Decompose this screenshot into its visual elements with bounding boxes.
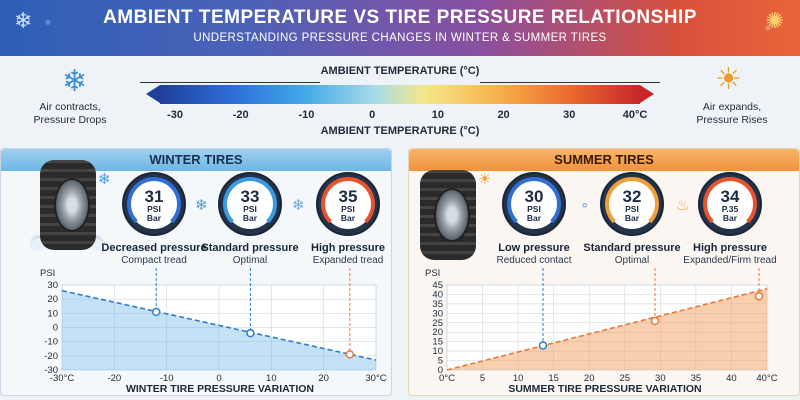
winter-y-tick: -20 <box>44 351 58 362</box>
scale-arrow-right <box>640 85 654 103</box>
winter-pressure-line <box>61 289 377 361</box>
sun-icon: ☀ <box>715 63 742 96</box>
scale-rule-left <box>140 82 320 83</box>
snowflake-icon: ❄ <box>195 197 208 214</box>
winter-x-tick: -10 <box>160 373 174 384</box>
winter-y-tick: -10 <box>44 337 58 348</box>
summer-x-tick: 30 <box>655 373 666 384</box>
winter-gauge-standard: 33 PSI Bar <box>218 172 282 236</box>
scale-tick: 40°C <box>622 109 648 121</box>
bubbles-icon: ∘ <box>580 197 590 214</box>
summer-data-marker <box>754 292 764 301</box>
summer-tire-image <box>420 170 476 260</box>
scale-label-top: AMBIENT TEMPERATURE (°C) <box>320 65 480 77</box>
summer-caption-standard: Standard pressure Optimal <box>583 242 681 266</box>
summer-x-tick: 0°C <box>439 373 455 384</box>
temperature-gradient-bar <box>160 85 640 104</box>
winter-x-tick: 20 <box>318 373 329 384</box>
winter-panel-title: WINTER TIRES <box>1 149 391 171</box>
scale-tick: 10 <box>431 109 444 121</box>
winter-data-marker <box>345 350 355 359</box>
summer-data-marker <box>650 316 660 326</box>
snowflake-icon: ❄ <box>62 65 88 98</box>
winter-y-tick: 10 <box>47 308 58 319</box>
summer-data-marker <box>538 341 548 350</box>
summer-y-tick: 5 <box>438 356 443 367</box>
summer-gauge-high: 34 P.35 Bar <box>698 172 762 236</box>
winter-y-tick: 20 <box>47 294 58 305</box>
winter-data-marker <box>151 307 161 317</box>
winter-gauge-low: 31 PSI Bar <box>122 172 186 236</box>
summer-chart-title: SUMMER TIRE PRESSURE VARIATION <box>508 383 702 395</box>
summer-x-tick: 5 <box>480 373 485 384</box>
scale-label-bottom: AMBIENT TEMPERATURE (°C) <box>320 125 480 137</box>
summer-y-tick: 35 <box>432 299 443 310</box>
summer-y-label: PSI <box>425 268 440 279</box>
winter-y-tick: 0 <box>53 323 58 334</box>
summer-x-tick: 40°C <box>756 373 777 384</box>
snowflake-icon: ❄ <box>98 171 111 188</box>
summer-y-tick: 15 <box>432 337 443 348</box>
winter-x-tick: 30°C <box>365 373 386 384</box>
summer-pressure-line <box>446 288 768 371</box>
scale-rule-right <box>480 82 660 83</box>
summer-x-tick: 15 <box>548 373 559 384</box>
winter-caption-standard: Standard pressure Optimal <box>201 242 299 266</box>
heat-icon: ♨ <box>676 197 690 214</box>
contracts-note: Air contracts, Pressure Drops <box>33 101 107 126</box>
winter-x-tick: 0 <box>216 373 221 384</box>
summer-x-tick: 35 <box>691 373 702 384</box>
summer-y-tick: 30 <box>432 308 443 319</box>
summer-caption-low: Low pressure Reduced contact <box>496 242 572 266</box>
expands-note: Air expands, Pressure Rises <box>696 101 768 126</box>
scale-tick: 20 <box>497 109 510 121</box>
summer-gauge-standard: 32 PSI Bar <box>600 172 664 236</box>
scale-arrow-left <box>146 85 160 103</box>
winter-data-marker <box>246 328 255 338</box>
summer-x-tick: 10 <box>513 373 524 384</box>
scale-tick: -20 <box>232 109 249 121</box>
summer-panel-title: SUMMER TIRES <box>409 149 799 171</box>
summer-y-tick: 40 <box>432 289 443 300</box>
scale-tick: 0 <box>369 109 376 121</box>
summer-x-tick: 40 <box>726 373 737 384</box>
winter-caption-low: Decreased pressure Compact tread <box>101 242 207 266</box>
winter-area-fill <box>62 290 376 370</box>
winter-gauge-high: 35 PSI Bar <box>316 172 380 236</box>
summer-y-tick: 10 <box>432 346 443 357</box>
summer-x-tick: 25 <box>619 373 630 384</box>
winter-tire-image <box>40 160 96 250</box>
header-banner: ❄ AMBIENT TEMPERATURE VS TIRE PRESSURE R… <box>0 0 800 56</box>
winter-y-tick: -30 <box>44 365 58 376</box>
summer-y-tick: 25 <box>432 318 443 329</box>
summer-y-tick: 20 <box>432 327 443 338</box>
scale-tick: 30 <box>563 109 576 121</box>
winter-y-label: PSI <box>40 268 55 279</box>
summer-y-tick: 0 <box>438 365 443 376</box>
scale-tick: -30 <box>167 109 183 121</box>
summer-caption-high: High pressure Expanded/Firm tread <box>683 242 777 266</box>
summer-gauge-low: 30 PSI Bar <box>502 172 566 236</box>
summer-y-tick: 45 <box>432 280 443 291</box>
winter-y-tick: 30 <box>47 280 58 291</box>
winter-caption-high: High pressure Expanded tread <box>311 242 385 266</box>
winter-x-tick: -20 <box>107 373 121 384</box>
snowflake-icon: ❄ <box>292 197 305 214</box>
winter-x-tick: 10 <box>266 373 277 384</box>
summer-x-tick: 20 <box>584 373 595 384</box>
sun-icon: ☀ <box>478 171 492 188</box>
winter-chart-title: WINTER TIRE PRESSURE VARIATION <box>125 383 315 395</box>
scale-tick: -10 <box>298 109 315 121</box>
winter-x-tick: -30°C <box>50 373 75 384</box>
